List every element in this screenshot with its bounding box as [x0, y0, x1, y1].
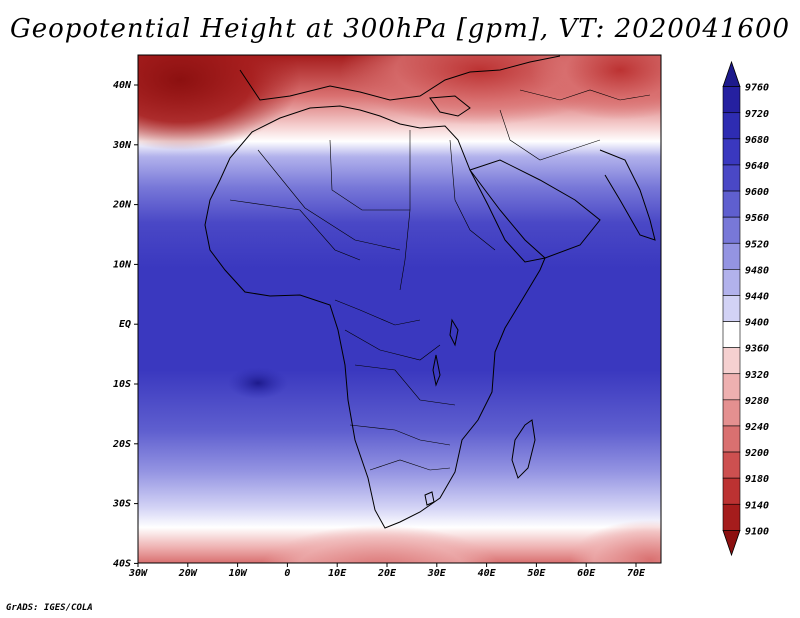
- colorbar-swatch: [722, 190, 741, 218]
- colorbar-swatch: [722, 138, 741, 166]
- colorbar-label: 9140: [745, 500, 769, 511]
- lon-label: 10W: [229, 568, 248, 579]
- colorbar-label: 9240: [745, 422, 769, 433]
- lat-label: 10S: [113, 379, 131, 390]
- colorbar-swatch: [722, 451, 741, 479]
- colorbar-label: 9640: [745, 161, 769, 172]
- colorbar-label: 9760: [745, 83, 769, 94]
- colorbar-label: 9280: [745, 396, 769, 407]
- colorbar-swatch: [722, 373, 741, 401]
- lat-label: 20S: [112, 439, 131, 450]
- lon-label: 60E: [577, 568, 596, 579]
- longitude-labels: 30W 20W 10W 0 10E 20E 30E 40E 50E 60E 70E: [128, 563, 646, 579]
- colorbar-top-arrow: [722, 60, 741, 88]
- colorbar-swatch: [722, 477, 741, 505]
- lon-label: 10E: [328, 568, 347, 579]
- colorbar-label: 9180: [745, 474, 769, 485]
- lat-label: 40S: [113, 558, 131, 569]
- lon-label: 40E: [478, 568, 497, 579]
- colorbar-bottom-arrow: [722, 529, 741, 557]
- colorbar-swatch: [722, 242, 741, 270]
- colorbar-swatch: [722, 216, 741, 244]
- lat-label: 40N: [113, 80, 132, 91]
- colorbar-label: 9480: [745, 265, 769, 276]
- colorbar-label: 9100: [745, 526, 769, 537]
- colorbar-swatch: [722, 321, 741, 348]
- colorbar-swatch: [722, 399, 741, 427]
- colorbar-label: 9720: [745, 109, 769, 120]
- coastlines: [204, 55, 656, 529]
- grads-credit: GrADS: IGES/COLA: [6, 603, 93, 613]
- map-frame: [137, 54, 662, 564]
- colorbar-swatch: [722, 425, 741, 453]
- colorbar-swatch: [722, 112, 741, 140]
- lon-label: 50E: [527, 568, 546, 579]
- lat-label: 20N: [112, 200, 132, 211]
- colorbar-label: 9320: [745, 370, 769, 381]
- colorbar-label: 9600: [745, 187, 769, 198]
- lat-label: EQ: [119, 319, 131, 330]
- lon-label: 30W: [128, 568, 148, 579]
- colorbar-label: 9440: [745, 291, 769, 302]
- colorbar-label: 9200: [745, 448, 769, 459]
- colorbar-swatch: [722, 86, 741, 114]
- lat-label: 10N: [113, 259, 132, 270]
- colorbar-label: 9360: [745, 344, 769, 355]
- lon-label: 30E: [427, 568, 447, 579]
- lon-label: 20E: [377, 568, 397, 579]
- colorbar-swatch: [722, 347, 741, 375]
- lat-label: 30S: [112, 499, 131, 510]
- colorbar-label: 9560: [745, 213, 769, 224]
- lat-label: 30N: [112, 140, 132, 151]
- colorbar-label: 9400: [745, 318, 769, 329]
- colorbar-swatch: [722, 295, 741, 322]
- map-title: Geopotential Height at 300hPa [gpm], VT:…: [9, 14, 791, 44]
- colorbar-label: 9680: [745, 135, 769, 146]
- colorbar-swatch: [722, 503, 741, 531]
- country-borders: [229, 89, 651, 471]
- colorbar-swatch: [722, 164, 741, 192]
- lon-label: 0: [284, 568, 290, 579]
- height-field: [138, 55, 661, 563]
- colorbar-label: 9520: [745, 239, 769, 250]
- latitude-labels: 40N 30N 20N 10N EQ 10S 20S 30S 40S: [112, 80, 138, 569]
- colorbar-swatch: [722, 269, 741, 296]
- colorbar: 9760 9720 9680 9640 9600 9560 9520 9480 9440 9400…: [722, 60, 769, 557]
- lon-label: 20W: [178, 568, 198, 579]
- lon-label: 70E: [627, 568, 646, 579]
